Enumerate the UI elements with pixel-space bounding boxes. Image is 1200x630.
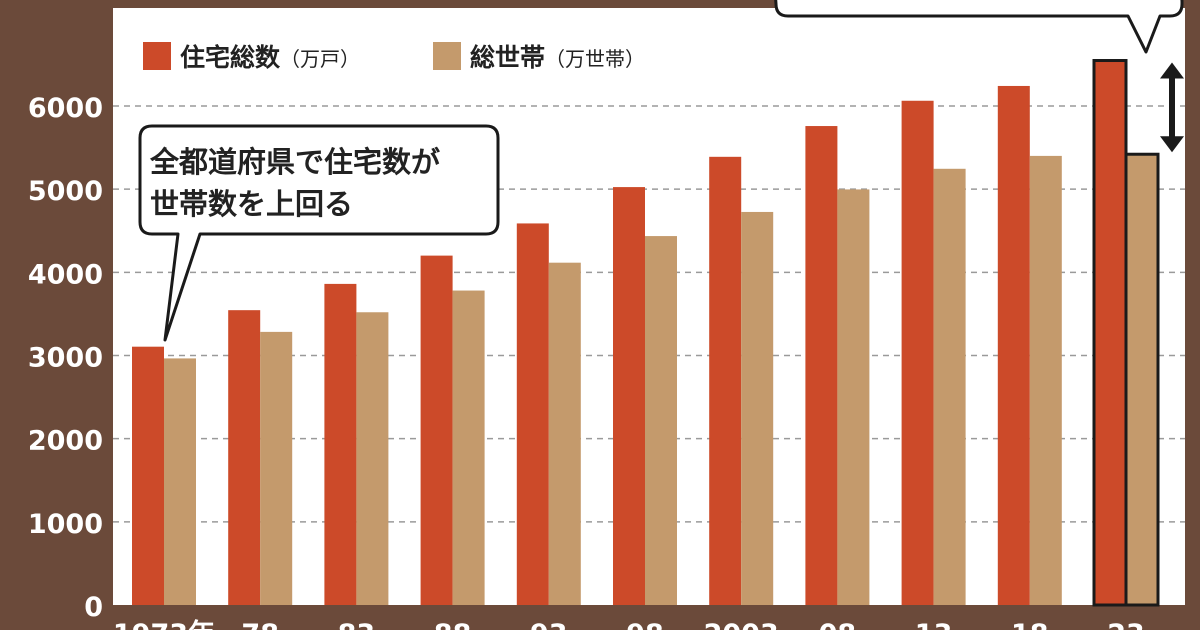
bar-housing-18 xyxy=(997,85,1030,605)
x-tick-label: 78 xyxy=(241,619,279,630)
legend-label-households: 総世帯（万世帯） xyxy=(470,43,645,72)
legend-swatch-housing xyxy=(143,42,171,70)
y-tick-label: 2000 xyxy=(28,426,103,457)
x-tick-label: 23 xyxy=(1107,619,1145,630)
bar-households-98 xyxy=(645,236,677,605)
bar-households-2003 xyxy=(741,211,774,605)
y-tick-label: 5000 xyxy=(28,176,103,207)
x-tick-label: 2003 xyxy=(704,619,779,630)
bar-housing-08 xyxy=(805,126,838,606)
bars xyxy=(132,59,1160,607)
bar-households-18 xyxy=(1029,155,1062,605)
x-tick-label: 83 xyxy=(338,619,376,630)
x-axis-ticks: 1973年 78 83 88 93 98 2003 08 13 18 23 xyxy=(113,618,1145,630)
bar-households-1973年 xyxy=(164,358,196,605)
x-tick-label: 88 xyxy=(434,619,472,630)
bar-housing-2003 xyxy=(709,156,742,606)
y-tick-label: 1000 xyxy=(28,509,103,540)
x-tick-label: 93 xyxy=(530,619,568,630)
bar-households-08 xyxy=(837,189,870,605)
callout-left-line-2: 世帯数を上回る xyxy=(150,187,353,221)
bar-households-13 xyxy=(933,168,966,605)
bar-housing-98 xyxy=(613,187,645,605)
highlight-group xyxy=(1160,62,1184,153)
callout-top-right xyxy=(774,0,1184,54)
bar-housing-93 xyxy=(516,223,549,605)
bar-housing-1973年 xyxy=(132,346,164,605)
y-tick-label: 3000 xyxy=(28,343,103,374)
x-tick-label: 1973年 xyxy=(113,618,215,630)
x-tick-label: 13 xyxy=(915,619,953,630)
callout-left-bubble xyxy=(138,124,500,342)
bar-housing-13 xyxy=(901,100,934,605)
x-tick-label: 18 xyxy=(1011,619,1049,630)
bar-housing-78 xyxy=(228,310,261,605)
y-tick-label: 0 xyxy=(84,592,103,623)
y-tick-label: 4000 xyxy=(28,259,103,290)
gap-arrow-head-down xyxy=(1160,136,1184,153)
callout-top-right-bubble xyxy=(774,0,1184,54)
legend-swatch-households xyxy=(433,42,461,70)
callout-left: 全都道府県で住宅数が 世帯数を上回る xyxy=(138,124,500,342)
bar-households-93 xyxy=(548,262,581,605)
bar-housing-83 xyxy=(324,283,357,605)
gap-arrow-head-up xyxy=(1160,62,1184,79)
callout-left-line-1: 全都道府県で住宅数が xyxy=(149,145,440,179)
y-tick-label: 6000 xyxy=(28,93,103,124)
x-tick-label: 08 xyxy=(819,619,857,630)
y-axis-ticks: 0 1000 2000 3000 4000 5000 6000 xyxy=(28,93,103,623)
legend: 住宅総数（万戸） 総世帯（万世帯） xyxy=(143,42,645,72)
bar-households-88 xyxy=(452,290,485,605)
bar-households-23 xyxy=(1124,152,1160,607)
bar-housing-23 xyxy=(1092,59,1128,607)
bar-housing-88 xyxy=(420,255,453,606)
bar-households-83 xyxy=(356,312,389,605)
x-tick-label: 98 xyxy=(626,619,664,630)
bar-households-78 xyxy=(260,331,293,605)
legend-label-housing: 住宅総数（万戸） xyxy=(180,43,360,72)
